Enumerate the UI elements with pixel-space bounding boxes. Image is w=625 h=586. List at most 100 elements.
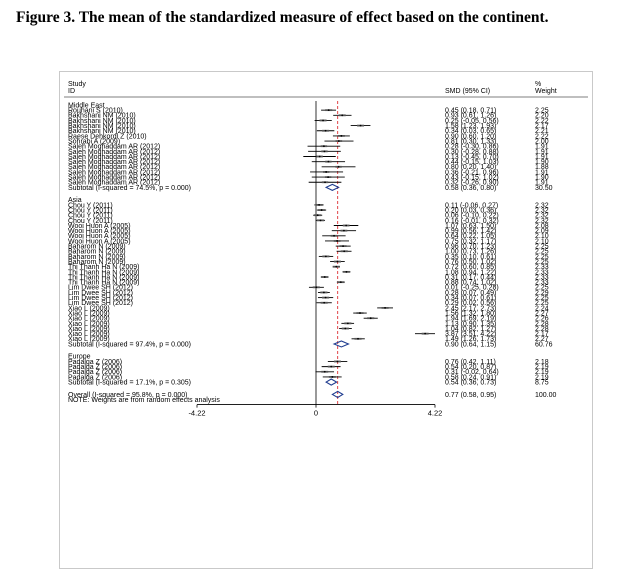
study-label: Xiao L (2009) xyxy=(68,336,110,343)
study-weight: 2.19 xyxy=(535,374,549,381)
study-label: Thi Thanh Ha N (2009) xyxy=(68,274,139,281)
study-point xyxy=(324,296,327,299)
study-weight: 1.88 xyxy=(535,164,549,171)
study-point xyxy=(319,219,322,222)
group-label-1: Asia xyxy=(68,197,82,204)
header-weight: Weight xyxy=(535,88,557,95)
study-label: Rouhani S (2010) xyxy=(68,108,123,115)
study-point xyxy=(424,332,427,335)
study-label: Chou Y (2011) xyxy=(68,218,113,225)
study-weight: 1.91 xyxy=(535,169,549,176)
study-point xyxy=(344,327,347,330)
subtotal-diamond xyxy=(332,340,350,348)
study-ci: 1.56 (1.32, 1.80) xyxy=(445,310,496,317)
subtotal-label: Subtotal (I-squared = 74.5%, p = 0.000) xyxy=(68,185,191,192)
header-study: Study xyxy=(68,81,86,88)
study-label: Xiao L (2009) xyxy=(68,331,110,338)
study-label: Thi Thanh Ha N (2009) xyxy=(68,280,139,287)
study-point xyxy=(333,234,335,237)
study-weight: 2.25 xyxy=(535,108,549,115)
study-weight: 2.22 xyxy=(535,118,549,125)
study-weight: 2.25 xyxy=(535,254,549,261)
study-label: Xiao L (2009) xyxy=(68,316,110,323)
study-point xyxy=(345,224,348,227)
study-weight: 1.90 xyxy=(535,175,549,182)
study-ci: 0.20 (0.03, 0.36) xyxy=(445,207,496,214)
study-weight: 1.91 xyxy=(535,180,549,187)
study-point xyxy=(323,276,326,278)
study-ci: 0.25 (-0.05, 0.56) xyxy=(445,118,499,125)
study-label: Padalga Z (2006) xyxy=(68,374,122,381)
study-label: Saleh Moghaddam AR (2012) xyxy=(68,180,160,187)
study-ci: 0.58 (0.24, 0.91) xyxy=(445,374,496,381)
study-weight: 2.24 xyxy=(535,305,549,312)
study-label: Saleh Moghaddam AR (2012) xyxy=(68,169,160,176)
study-ci: 0.76 (0.42, 1.11) xyxy=(445,359,496,366)
study-point xyxy=(324,255,327,258)
study-weight: 2.08 xyxy=(535,223,549,230)
study-ci: 0.31 (0.17, 0.44) xyxy=(445,274,496,281)
study-weight: 2.18 xyxy=(535,359,549,366)
study-ci: 0.29 (0.02, 0.56) xyxy=(445,300,496,307)
study-label: Bakhshani NM (2010) xyxy=(68,113,136,120)
study-point xyxy=(345,270,348,273)
study-label: Baharom N (2009) xyxy=(68,249,126,256)
study-label: Thi Thanh Ha N (2009) xyxy=(68,269,139,276)
study-point xyxy=(341,114,344,117)
study-weight: 2.10 xyxy=(535,238,549,245)
study-ci: 0.96 (0.70, 1.23) xyxy=(445,244,496,251)
study-point xyxy=(343,229,345,232)
x-tick-label: -4.22 xyxy=(188,409,205,418)
study-weight: 2.33 xyxy=(535,264,549,271)
study-label: Saleh Moghaddam AR (2012) xyxy=(68,154,160,161)
study-point xyxy=(357,337,359,340)
study-weight: 2.19 xyxy=(535,364,549,371)
study-point xyxy=(331,376,334,378)
study-point xyxy=(323,370,326,373)
overall-diamond xyxy=(331,390,344,399)
study-label: Baharom N (2009) xyxy=(68,254,126,261)
study-weight: 2.19 xyxy=(535,369,549,376)
study-point xyxy=(337,140,340,142)
study-label: Bakhshani NM (2010) xyxy=(68,128,136,135)
study-weight: 2.33 xyxy=(535,274,549,281)
study-ci: 0.72 (0.60, 0.85) xyxy=(445,264,496,271)
study-label: Saleh Moghaddam AR (2012) xyxy=(68,164,160,171)
overall-label: Overall (I-squared = 95.8%, p = 0.000) xyxy=(68,392,187,399)
study-weight: 2.21 xyxy=(535,128,549,135)
study-weight: 2.32 xyxy=(535,207,549,214)
overall-weight: 100.00 xyxy=(535,392,557,399)
study-label: Lim Dwee SH (2012) xyxy=(68,295,133,302)
header-effect: SMD (95% CI) xyxy=(445,88,490,95)
study-label: Wooi Huon A (2005) xyxy=(68,228,131,235)
study-label: Chou Y (2011) xyxy=(68,202,113,209)
subtotal-label: Subtotal (I-squared = 97.4%, p = 0.000) xyxy=(68,341,191,348)
study-ci: 0.28 (-0.30, 0.86) xyxy=(445,144,499,151)
study-label: Saleh Moghaddam AR (2012) xyxy=(68,149,160,156)
study-ci: 0.01 (-0.25, 0.28) xyxy=(445,285,499,292)
study-ci: 0.93 (0.61, 1.26) xyxy=(445,113,496,120)
study-weight: 2.20 xyxy=(535,113,549,120)
study-ci: 0.75 (0.32, 1.17) xyxy=(445,238,496,245)
study-weight: 2.33 xyxy=(535,269,549,276)
study-label: Wooi Huon A (2005) xyxy=(68,233,131,240)
study-point xyxy=(343,250,346,253)
study-point xyxy=(316,214,319,217)
study-ci: 2.45 (2.17, 2.73) xyxy=(445,305,496,312)
study-weight: 1.91 xyxy=(535,144,549,151)
forest-plot-frame: Study ID SMD (95% CI)% Weight Middle East Rou… xyxy=(59,71,593,569)
study-point xyxy=(340,135,343,137)
study-point xyxy=(324,181,326,184)
study-weight: 2.27 xyxy=(535,310,549,317)
study-ci: 0.16 (-0.01, 0.32) xyxy=(445,218,499,225)
subtotal-diamond xyxy=(325,378,338,386)
study-point xyxy=(322,291,325,294)
study-weight: 2.29 xyxy=(535,290,549,297)
study-ci: 0.34 (0.07, 0.61) xyxy=(445,295,496,302)
study-weight: 2.09 xyxy=(535,228,549,235)
study-label: Saleh Moghaddam AR (2012) xyxy=(68,159,160,166)
study-label: Bakhshani NM (2010) xyxy=(68,123,136,130)
study-weight: 1.90 xyxy=(535,159,549,166)
study-label: Padalga Z (2006) xyxy=(68,359,122,366)
